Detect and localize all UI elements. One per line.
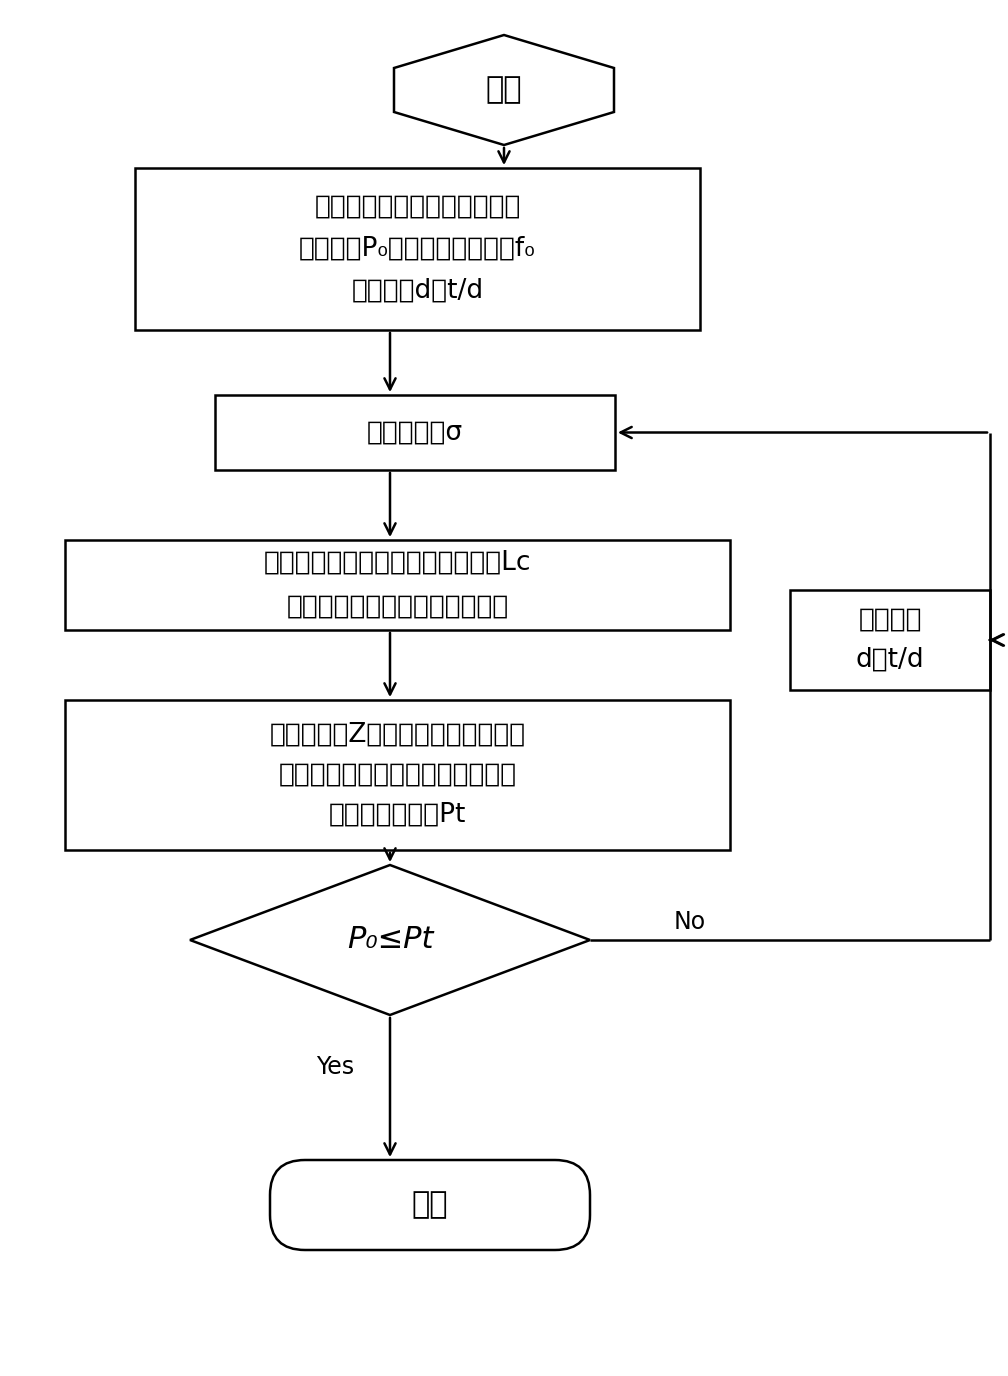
Bar — [790, 590, 990, 689]
Text: 对噪声频谱进行分析，根据最: 对噪声频谱进行分析，根据最 — [314, 194, 521, 220]
Text: 通过声阻抗Z随入射声压级的变化曲: 通过声阻抗Z随入射声压级的变化曲 — [269, 722, 525, 749]
Bar — [65, 700, 730, 850]
Text: P₀≤Pt: P₀≤Pt — [347, 926, 433, 955]
Text: 以及声阻抗随入射声压级的曲线: 以及声阻抗随入射声压级的曲线 — [286, 594, 509, 621]
Text: 计算穿孔率σ: 计算穿孔率σ — [367, 420, 463, 446]
Text: 将已知参数代入公式得到空腔深度Lc: 将已知参数代入公式得到空腔深度Lc — [264, 550, 531, 577]
Bar — [215, 395, 615, 471]
Text: No: No — [674, 910, 706, 934]
Text: 大声压级P₀和最大噪声频率点f₀: 大声压级P₀和最大噪声频率点f₀ — [299, 237, 536, 261]
Text: 选定参数d和t/d: 选定参数d和t/d — [352, 278, 484, 304]
Text: 用的转变声压级Pt: 用的转变声压级Pt — [329, 802, 466, 828]
Text: 线进一步获得非线性效应开始起作: 线进一步获得非线性效应开始起作 — [278, 762, 516, 788]
Text: 开始: 开始 — [486, 76, 522, 105]
Text: 结束: 结束 — [411, 1190, 449, 1219]
Text: Yes: Yes — [316, 1055, 354, 1080]
Bar — [65, 539, 730, 630]
Bar — [135, 168, 700, 330]
Text: 调整参数: 调整参数 — [858, 607, 921, 633]
Text: d或t/d: d或t/d — [856, 647, 924, 673]
